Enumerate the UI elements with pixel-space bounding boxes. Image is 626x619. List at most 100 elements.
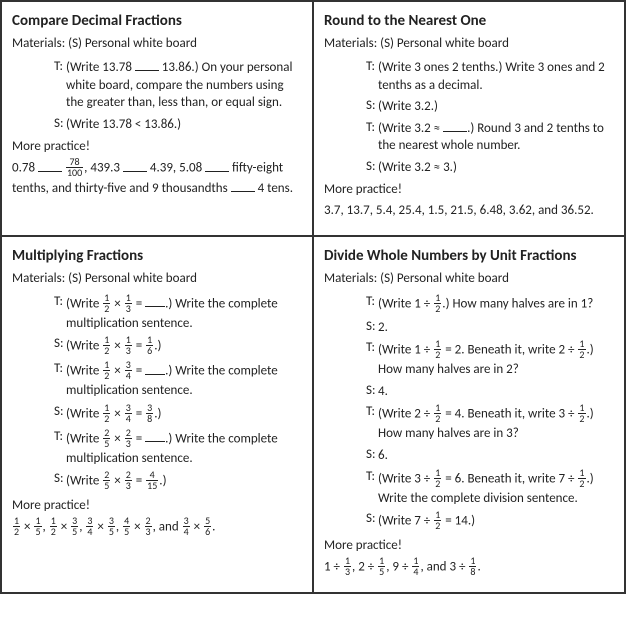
dialogue-line: (Write 7 ÷ 12 = 14.) xyxy=(378,511,614,532)
fraction: 16 xyxy=(146,335,153,356)
dialogue-role: T: xyxy=(360,404,378,443)
fraction: 23 xyxy=(125,428,132,449)
fill-blank xyxy=(123,160,147,172)
practice-line: 0.78 78100, 439.3 4.39, 5.08 fifty-eight… xyxy=(12,158,302,199)
fraction: 35 xyxy=(108,516,115,537)
dialogue-role: T: xyxy=(48,361,66,400)
panel-title: Multiplying Fractions xyxy=(12,247,302,265)
fraction: 56 xyxy=(204,516,211,537)
panel-multiplying-fractions: Multiplying Fractions Materials: (S) Per… xyxy=(1,236,313,593)
fraction: 12 xyxy=(434,468,441,489)
dialogue-line: (Write 12 × 34 = .) Write the complete m… xyxy=(66,361,302,400)
fraction: 12 xyxy=(103,335,110,356)
fill-blank xyxy=(135,59,159,71)
dialogue-line: (Write 1 ÷ 12.) How many halves are in 1… xyxy=(378,294,614,315)
dialogue-line: (Write 3 ones 2 tenths.) Write 3 ones an… xyxy=(378,59,614,94)
more-practice-label: More practice! xyxy=(12,139,302,154)
fraction: 12 xyxy=(434,339,441,360)
more-practice-label: More practice! xyxy=(324,182,614,197)
dialogue-line: 4. xyxy=(378,383,614,401)
panel-compare-decimal: Compare Decimal Fractions Materials: (S)… xyxy=(1,1,313,236)
dialogue-line: (Write 12 × 34 = 38.) xyxy=(66,404,302,425)
fill-blank xyxy=(205,160,229,172)
fraction: 13 xyxy=(125,335,132,356)
dialogue-list: T:(Write 1 ÷ 12.) How many halves are in… xyxy=(324,294,614,532)
practice-line: 3.7, 13.7, 5.4, 25.4, 1.5, 21.5, 6.48, 3… xyxy=(324,201,614,221)
fraction: 15 xyxy=(34,516,41,537)
dialogue-line: (Write 3.2.) xyxy=(378,98,614,116)
fraction: 25 xyxy=(103,470,110,491)
fill-blank xyxy=(145,431,165,443)
dialogue-line: 6. xyxy=(378,447,614,465)
fraction: 34 xyxy=(125,360,132,381)
fraction: 34 xyxy=(125,403,132,424)
practice-line: 1 ÷ 13, 2 ÷ 15, 9 ÷ 14, and 3 ÷ 18. xyxy=(324,557,614,578)
dialogue-role: T: xyxy=(360,59,378,94)
panel-divide-unit-fractions: Divide Whole Numbers by Unit Fractions M… xyxy=(313,236,625,593)
panel-title: Compare Decimal Fractions xyxy=(12,12,302,30)
worksheet-grid: Compare Decimal Fractions Materials: (S)… xyxy=(0,0,626,594)
dialogue-line: (Write 3.2 ≈ 3.) xyxy=(378,159,614,177)
dialogue-role: S: xyxy=(360,159,378,177)
dialogue-list: T:(Write 12 × 13 = .) Write the complete… xyxy=(12,294,302,493)
dialogue-role: T: xyxy=(360,469,378,508)
panel-round-nearest-one: Round to the Nearest One Materials: (S) … xyxy=(313,1,625,236)
dialogue-role: T: xyxy=(360,294,378,315)
fraction: 34 xyxy=(86,516,93,537)
dialogue-role: S: xyxy=(360,383,378,401)
fraction: 13 xyxy=(125,293,132,314)
dialogue-line: (Write 25 × 23 = .) Write the complete m… xyxy=(66,429,302,468)
fill-blank xyxy=(38,160,62,172)
dialogue-role: S: xyxy=(48,116,66,134)
fraction: 12 xyxy=(434,293,441,314)
dialogue-role: S: xyxy=(360,98,378,116)
fraction: 12 xyxy=(103,360,110,381)
dialogue-list: T:(Write 13.78 13.86.) On your personal … xyxy=(12,59,302,133)
dialogue-role: T: xyxy=(360,340,378,379)
fill-blank xyxy=(145,296,165,308)
fraction: 38 xyxy=(146,403,153,424)
fraction: 12 xyxy=(578,403,585,424)
dialogue-role: S: xyxy=(48,471,66,492)
panel-title: Divide Whole Numbers by Unit Fractions xyxy=(324,247,614,265)
dialogue-line: (Write 25 × 23 = 415.) xyxy=(66,471,302,492)
dialogue-line: (Write 13.78 < 13.86.) xyxy=(66,116,302,134)
dialogue-role: T: xyxy=(48,59,66,112)
fraction: 23 xyxy=(145,516,152,537)
materials-line: Materials: (S) Personal white board xyxy=(12,271,302,286)
fraction: 15 xyxy=(378,556,385,577)
dialogue-role: S: xyxy=(360,447,378,465)
practice-line: 12 × 15, 12 × 35, 34 × 35, 45 × 23, and … xyxy=(12,517,302,538)
dialogue-role: S: xyxy=(48,404,66,425)
fraction: 415 xyxy=(146,470,158,491)
fraction: 12 xyxy=(103,293,110,314)
materials-line: Materials: (S) Personal white board xyxy=(12,36,302,51)
dialogue-list: T:(Write 3 ones 2 tenths.) Write 3 ones … xyxy=(324,59,614,176)
dialogue-line: (Write 3.2 ≈ .) Round 3 and 2 tenths to … xyxy=(378,120,614,155)
fraction: 14 xyxy=(412,556,419,577)
panel-title: Round to the Nearest One xyxy=(324,12,614,30)
materials-line: Materials: (S) Personal white board xyxy=(324,271,614,286)
materials-line: Materials: (S) Personal white board xyxy=(324,36,614,51)
fill-blank xyxy=(145,363,165,375)
dialogue-role: S: xyxy=(360,511,378,532)
dialogue-line: (Write 12 × 13 = .) Write the complete m… xyxy=(66,294,302,333)
fraction: 12 xyxy=(13,516,20,537)
fraction: 12 xyxy=(103,403,110,424)
dialogue-role: T: xyxy=(360,120,378,155)
more-practice-label: More practice! xyxy=(12,498,302,513)
fill-blank xyxy=(231,181,255,193)
fraction: 12 xyxy=(434,403,441,424)
dialogue-role: S: xyxy=(360,319,378,337)
fraction: 13 xyxy=(344,556,351,577)
fill-blank xyxy=(443,120,467,132)
dialogue-line: (Write 13.78 13.86.) On your personal wh… xyxy=(66,59,302,112)
fraction: 12 xyxy=(578,468,585,489)
fraction: 18 xyxy=(469,556,476,577)
fraction: 23 xyxy=(125,470,132,491)
fraction: 34 xyxy=(183,516,190,537)
dialogue-line: 2. xyxy=(378,319,614,337)
fraction: 78100 xyxy=(66,157,83,178)
fraction: 12 xyxy=(434,510,441,531)
dialogue-line: (Write 12 × 13 = 16.) xyxy=(66,336,302,357)
